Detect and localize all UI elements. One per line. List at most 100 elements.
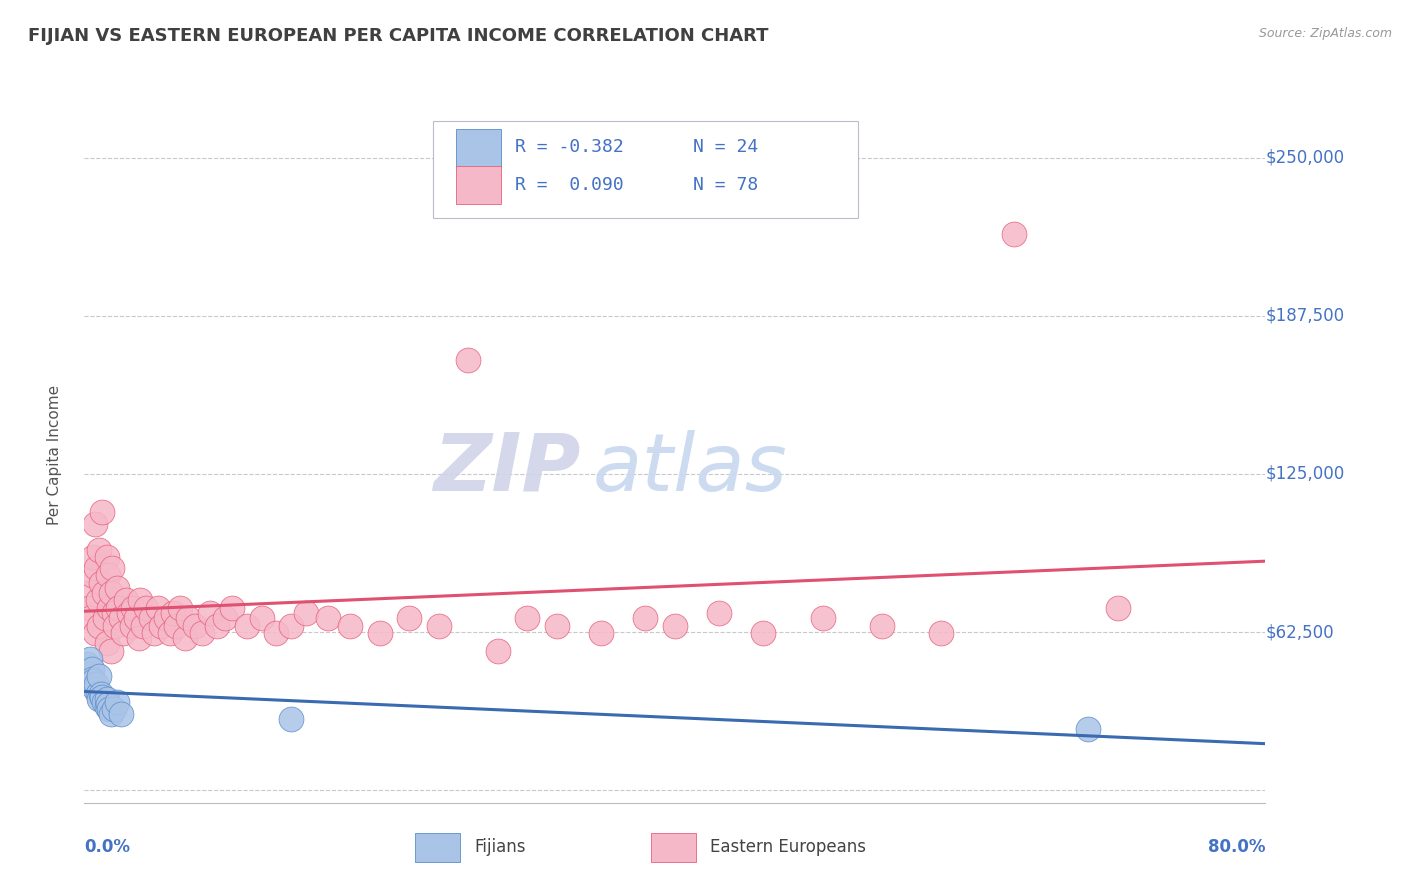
Point — [90, 687, 112, 701]
Text: 80.0%: 80.0% — [1208, 838, 1265, 855]
Point — [295, 606, 318, 620]
Point — [162, 606, 184, 620]
Point — [264, 626, 288, 640]
Point — [546, 618, 568, 632]
Point — [121, 618, 143, 632]
Point — [214, 611, 236, 625]
Point — [235, 618, 259, 632]
Point — [177, 611, 200, 625]
Point — [104, 618, 127, 632]
Point — [198, 606, 221, 620]
FancyBboxPatch shape — [457, 166, 502, 204]
Point — [98, 702, 121, 716]
Point — [77, 666, 100, 681]
Point — [87, 669, 111, 683]
Point — [86, 687, 108, 701]
Point — [83, 681, 105, 696]
Point — [457, 353, 479, 368]
Point — [80, 672, 103, 686]
Point — [79, 611, 101, 625]
Text: $187,500: $187,500 — [1265, 307, 1344, 325]
Text: N = 24: N = 24 — [693, 138, 758, 156]
Point — [173, 632, 195, 646]
Point — [709, 606, 731, 620]
Text: Fijians: Fijians — [474, 838, 526, 856]
Point — [339, 618, 361, 632]
Point — [87, 692, 111, 706]
Point — [221, 601, 243, 615]
Point — [139, 611, 162, 625]
Text: FIJIAN VS EASTERN EUROPEAN PER CAPITA INCOME CORRELATION CHART: FIJIAN VS EASTERN EUROPEAN PER CAPITA IN… — [28, 27, 769, 45]
Point — [87, 542, 111, 557]
Point — [132, 618, 155, 632]
Point — [96, 699, 118, 714]
Point — [76, 657, 98, 671]
Point — [100, 707, 122, 722]
Text: Eastern Europeans: Eastern Europeans — [710, 838, 866, 856]
Point — [111, 626, 134, 640]
Point — [97, 697, 120, 711]
Point — [316, 611, 339, 625]
Point — [128, 632, 150, 646]
Point — [90, 575, 112, 590]
Point — [110, 707, 132, 722]
Point — [929, 626, 952, 640]
Text: R = -0.382: R = -0.382 — [516, 138, 624, 156]
Point — [184, 618, 207, 632]
Point — [427, 618, 450, 632]
Point — [1107, 601, 1129, 615]
Point — [148, 601, 170, 615]
Point — [96, 692, 118, 706]
Point — [1004, 227, 1026, 241]
Point — [1077, 723, 1099, 737]
FancyBboxPatch shape — [457, 129, 502, 168]
Point — [486, 644, 509, 658]
Point — [125, 611, 148, 625]
Point — [280, 712, 302, 726]
Text: N = 78: N = 78 — [693, 176, 758, 194]
Point — [97, 568, 120, 582]
Point — [77, 601, 100, 615]
Point — [93, 586, 115, 600]
FancyBboxPatch shape — [415, 833, 460, 862]
Point — [105, 695, 128, 709]
Point — [870, 618, 893, 632]
Point — [96, 636, 118, 650]
Point — [100, 586, 122, 600]
Point — [155, 611, 177, 625]
Point — [93, 695, 115, 709]
Point — [129, 593, 152, 607]
Point — [76, 586, 98, 600]
Point — [94, 611, 117, 625]
Point — [250, 611, 273, 625]
FancyBboxPatch shape — [651, 833, 696, 862]
Point — [84, 677, 107, 691]
FancyBboxPatch shape — [433, 121, 858, 219]
Point — [107, 601, 129, 615]
Point — [103, 702, 125, 716]
Point — [83, 517, 105, 532]
Point — [101, 560, 124, 574]
Point — [86, 593, 108, 607]
Point — [205, 618, 228, 632]
Point — [100, 644, 122, 658]
Point — [98, 601, 121, 615]
Point — [118, 606, 141, 620]
Point — [150, 618, 173, 632]
Point — [368, 626, 391, 640]
Point — [169, 601, 191, 615]
Text: $125,000: $125,000 — [1265, 465, 1344, 483]
Point — [191, 626, 214, 640]
Text: Per Capita Income: Per Capita Income — [48, 384, 62, 525]
Point — [82, 674, 104, 689]
Point — [83, 626, 105, 640]
Point — [142, 626, 165, 640]
Point — [82, 550, 104, 565]
Text: $250,000: $250,000 — [1265, 149, 1344, 167]
Point — [91, 690, 114, 704]
Point — [159, 626, 181, 640]
Point — [110, 611, 132, 625]
Text: Source: ZipAtlas.com: Source: ZipAtlas.com — [1258, 27, 1392, 40]
Point — [811, 611, 834, 625]
Point — [80, 568, 103, 582]
